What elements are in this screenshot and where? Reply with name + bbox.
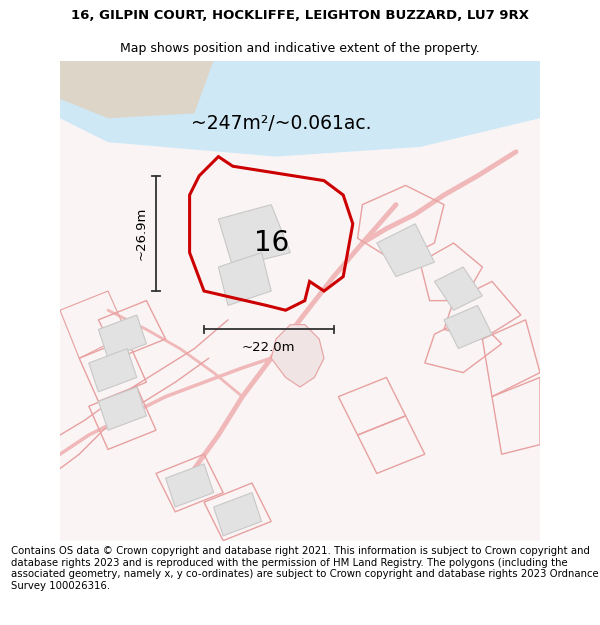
Text: ~22.0m: ~22.0m [242, 341, 296, 354]
Polygon shape [377, 224, 434, 277]
Text: Contains OS data © Crown copyright and database right 2021. This information is : Contains OS data © Crown copyright and d… [11, 546, 598, 591]
Text: Map shows position and indicative extent of the property.: Map shows position and indicative extent… [120, 42, 480, 55]
Text: 16, GILPIN COURT, HOCKLIFFE, LEIGHTON BUZZARD, LU7 9RX: 16, GILPIN COURT, HOCKLIFFE, LEIGHTON BU… [71, 9, 529, 22]
Polygon shape [214, 492, 262, 536]
Polygon shape [218, 204, 290, 267]
Text: 16: 16 [254, 229, 289, 257]
Polygon shape [60, 118, 540, 541]
Polygon shape [98, 315, 146, 358]
Polygon shape [434, 267, 482, 310]
Text: ~247m²/~0.061ac.: ~247m²/~0.061ac. [191, 114, 371, 132]
Polygon shape [271, 324, 324, 387]
Polygon shape [283, 329, 317, 363]
Polygon shape [89, 349, 137, 392]
Polygon shape [60, 61, 214, 118]
Polygon shape [218, 253, 271, 306]
Polygon shape [166, 464, 214, 507]
Polygon shape [60, 61, 540, 157]
Text: ~26.9m: ~26.9m [134, 207, 148, 260]
Polygon shape [444, 306, 492, 349]
Polygon shape [98, 387, 146, 430]
